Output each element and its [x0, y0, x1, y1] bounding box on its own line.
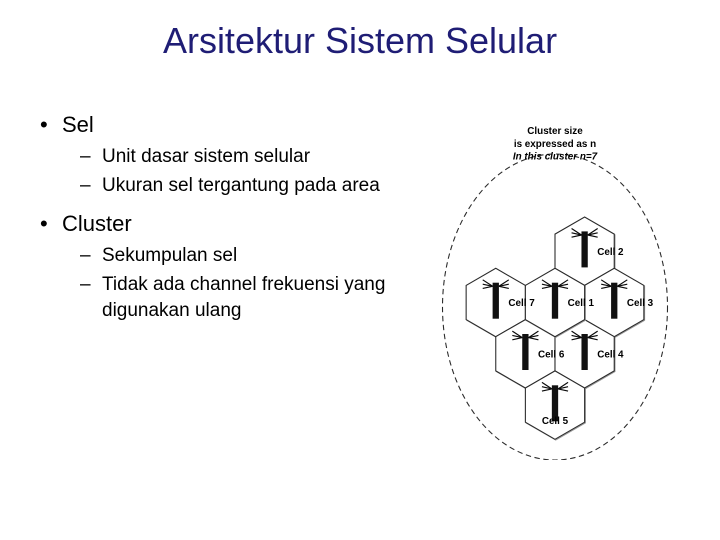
- bullet-cluster: Cluster Sekumpulan sel Tidak ada channel…: [40, 209, 395, 324]
- slide: Arsitektur Sistem Selular Sel Unit dasar…: [0, 0, 720, 540]
- svg-text:Cell 6: Cell 6: [538, 349, 565, 360]
- svg-text:Cell 2: Cell 2: [597, 247, 624, 258]
- bullet-cluster-sub-0: Sekumpulan sel: [62, 243, 395, 269]
- bullet-cluster-label: Cluster: [62, 211, 132, 236]
- bullet-cluster-sub-1: Tidak ada channel frekuensi yang digunak…: [62, 272, 395, 323]
- bullet-sel: Sel Unit dasar sistem selular Ukuran sel…: [40, 110, 395, 199]
- bullet-sel-label: Sel: [62, 112, 94, 137]
- svg-text:is expressed as n: is expressed as n: [514, 139, 596, 150]
- svg-text:Cell 4: Cell 4: [597, 349, 624, 360]
- svg-text:Cell 1: Cell 1: [568, 298, 595, 309]
- bullet-sel-sub-0: Unit dasar sistem selular: [62, 144, 395, 170]
- svg-text:Cluster size: Cluster size: [527, 126, 583, 137]
- svg-text:Cell 3: Cell 3: [627, 298, 654, 309]
- content-body: Sel Unit dasar sistem selular Ukuran sel…: [40, 110, 395, 334]
- svg-text:Cell 5: Cell 5: [542, 416, 569, 427]
- slide-title: Arsitektur Sistem Selular: [0, 20, 720, 62]
- svg-text:Cell 7: Cell 7: [508, 298, 535, 309]
- bullet-sel-sub-1: Ukuran sel tergantung pada area: [62, 173, 395, 199]
- cluster-diagram: Cluster size is expressed as nIn this clu…: [410, 100, 700, 460]
- svg-text:In this cluster n=7: In this cluster n=7: [513, 151, 598, 162]
